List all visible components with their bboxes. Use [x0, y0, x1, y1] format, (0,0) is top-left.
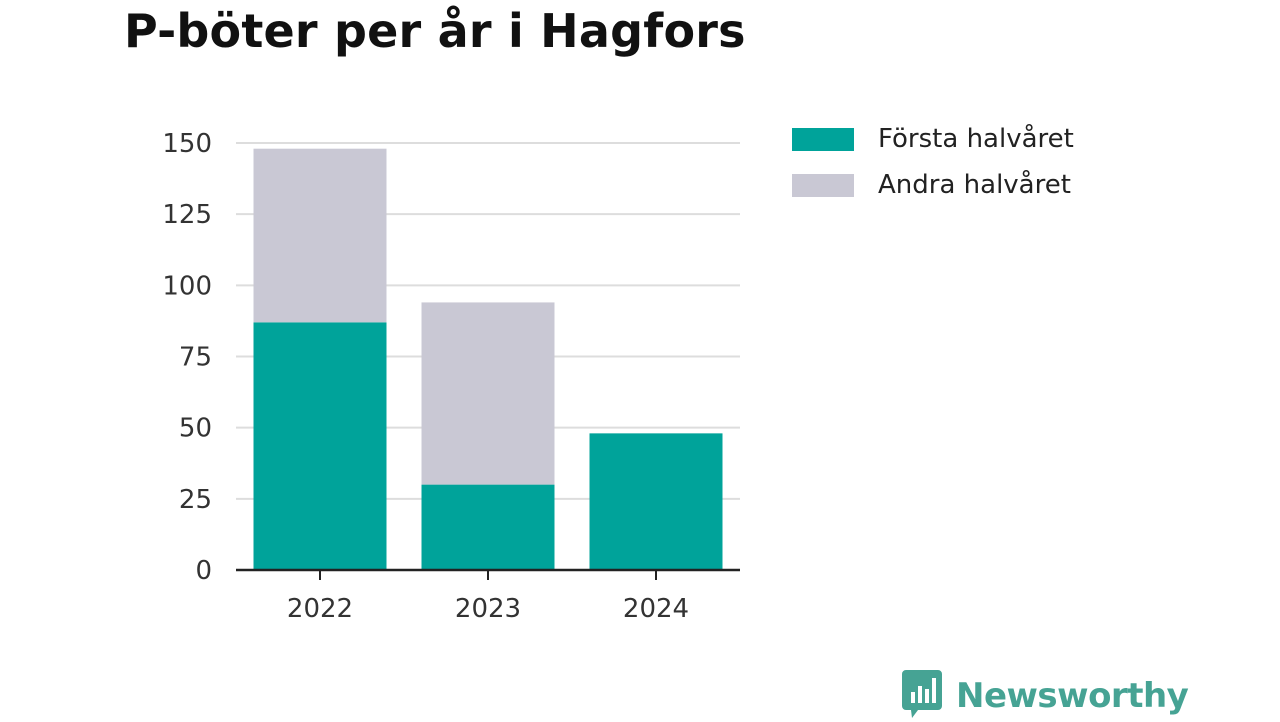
y-tick-label-150: 150	[162, 129, 212, 159]
bars	[253, 148, 723, 570]
x-tick-label-2024: 2024	[623, 594, 689, 624]
brand-name: Newsworthy	[956, 676, 1189, 716]
axes: 0 25 50 75 100 125 150 2022 2023 2024	[162, 129, 740, 624]
bar-2024-first-half	[589, 433, 723, 570]
legend: Första halvåret Andra halvåret	[792, 116, 1074, 208]
y-tick-label-125: 125	[162, 200, 212, 230]
y-tick-label-100: 100	[162, 271, 212, 301]
legend-swatch-second-half	[792, 173, 854, 197]
brand-logo: Newsworthy	[902, 670, 1189, 722]
bar-2022-second-half	[253, 148, 387, 323]
bar-2022-first-half	[253, 322, 387, 570]
chart-title: P-böter per år i Hagfors	[124, 4, 746, 58]
y-tick-label-0: 0	[195, 556, 212, 586]
newsworthy-logo-icon	[902, 670, 942, 722]
legend-swatch-first-half	[792, 127, 854, 151]
y-tick-label-50: 50	[179, 414, 212, 444]
x-tick-label-2023: 2023	[455, 594, 521, 624]
legend-item-first-half: Första halvåret	[792, 116, 1074, 162]
bar-2023-second-half	[421, 302, 555, 485]
bar-2023-first-half	[421, 484, 555, 570]
legend-item-second-half: Andra halvåret	[792, 162, 1074, 208]
x-tick-label-2022: 2022	[287, 594, 353, 624]
y-tick-label-25: 25	[179, 485, 212, 515]
legend-label-second-half: Andra halvåret	[878, 170, 1071, 200]
y-tick-label-75: 75	[179, 343, 212, 373]
legend-label-first-half: Första halvåret	[878, 124, 1074, 154]
